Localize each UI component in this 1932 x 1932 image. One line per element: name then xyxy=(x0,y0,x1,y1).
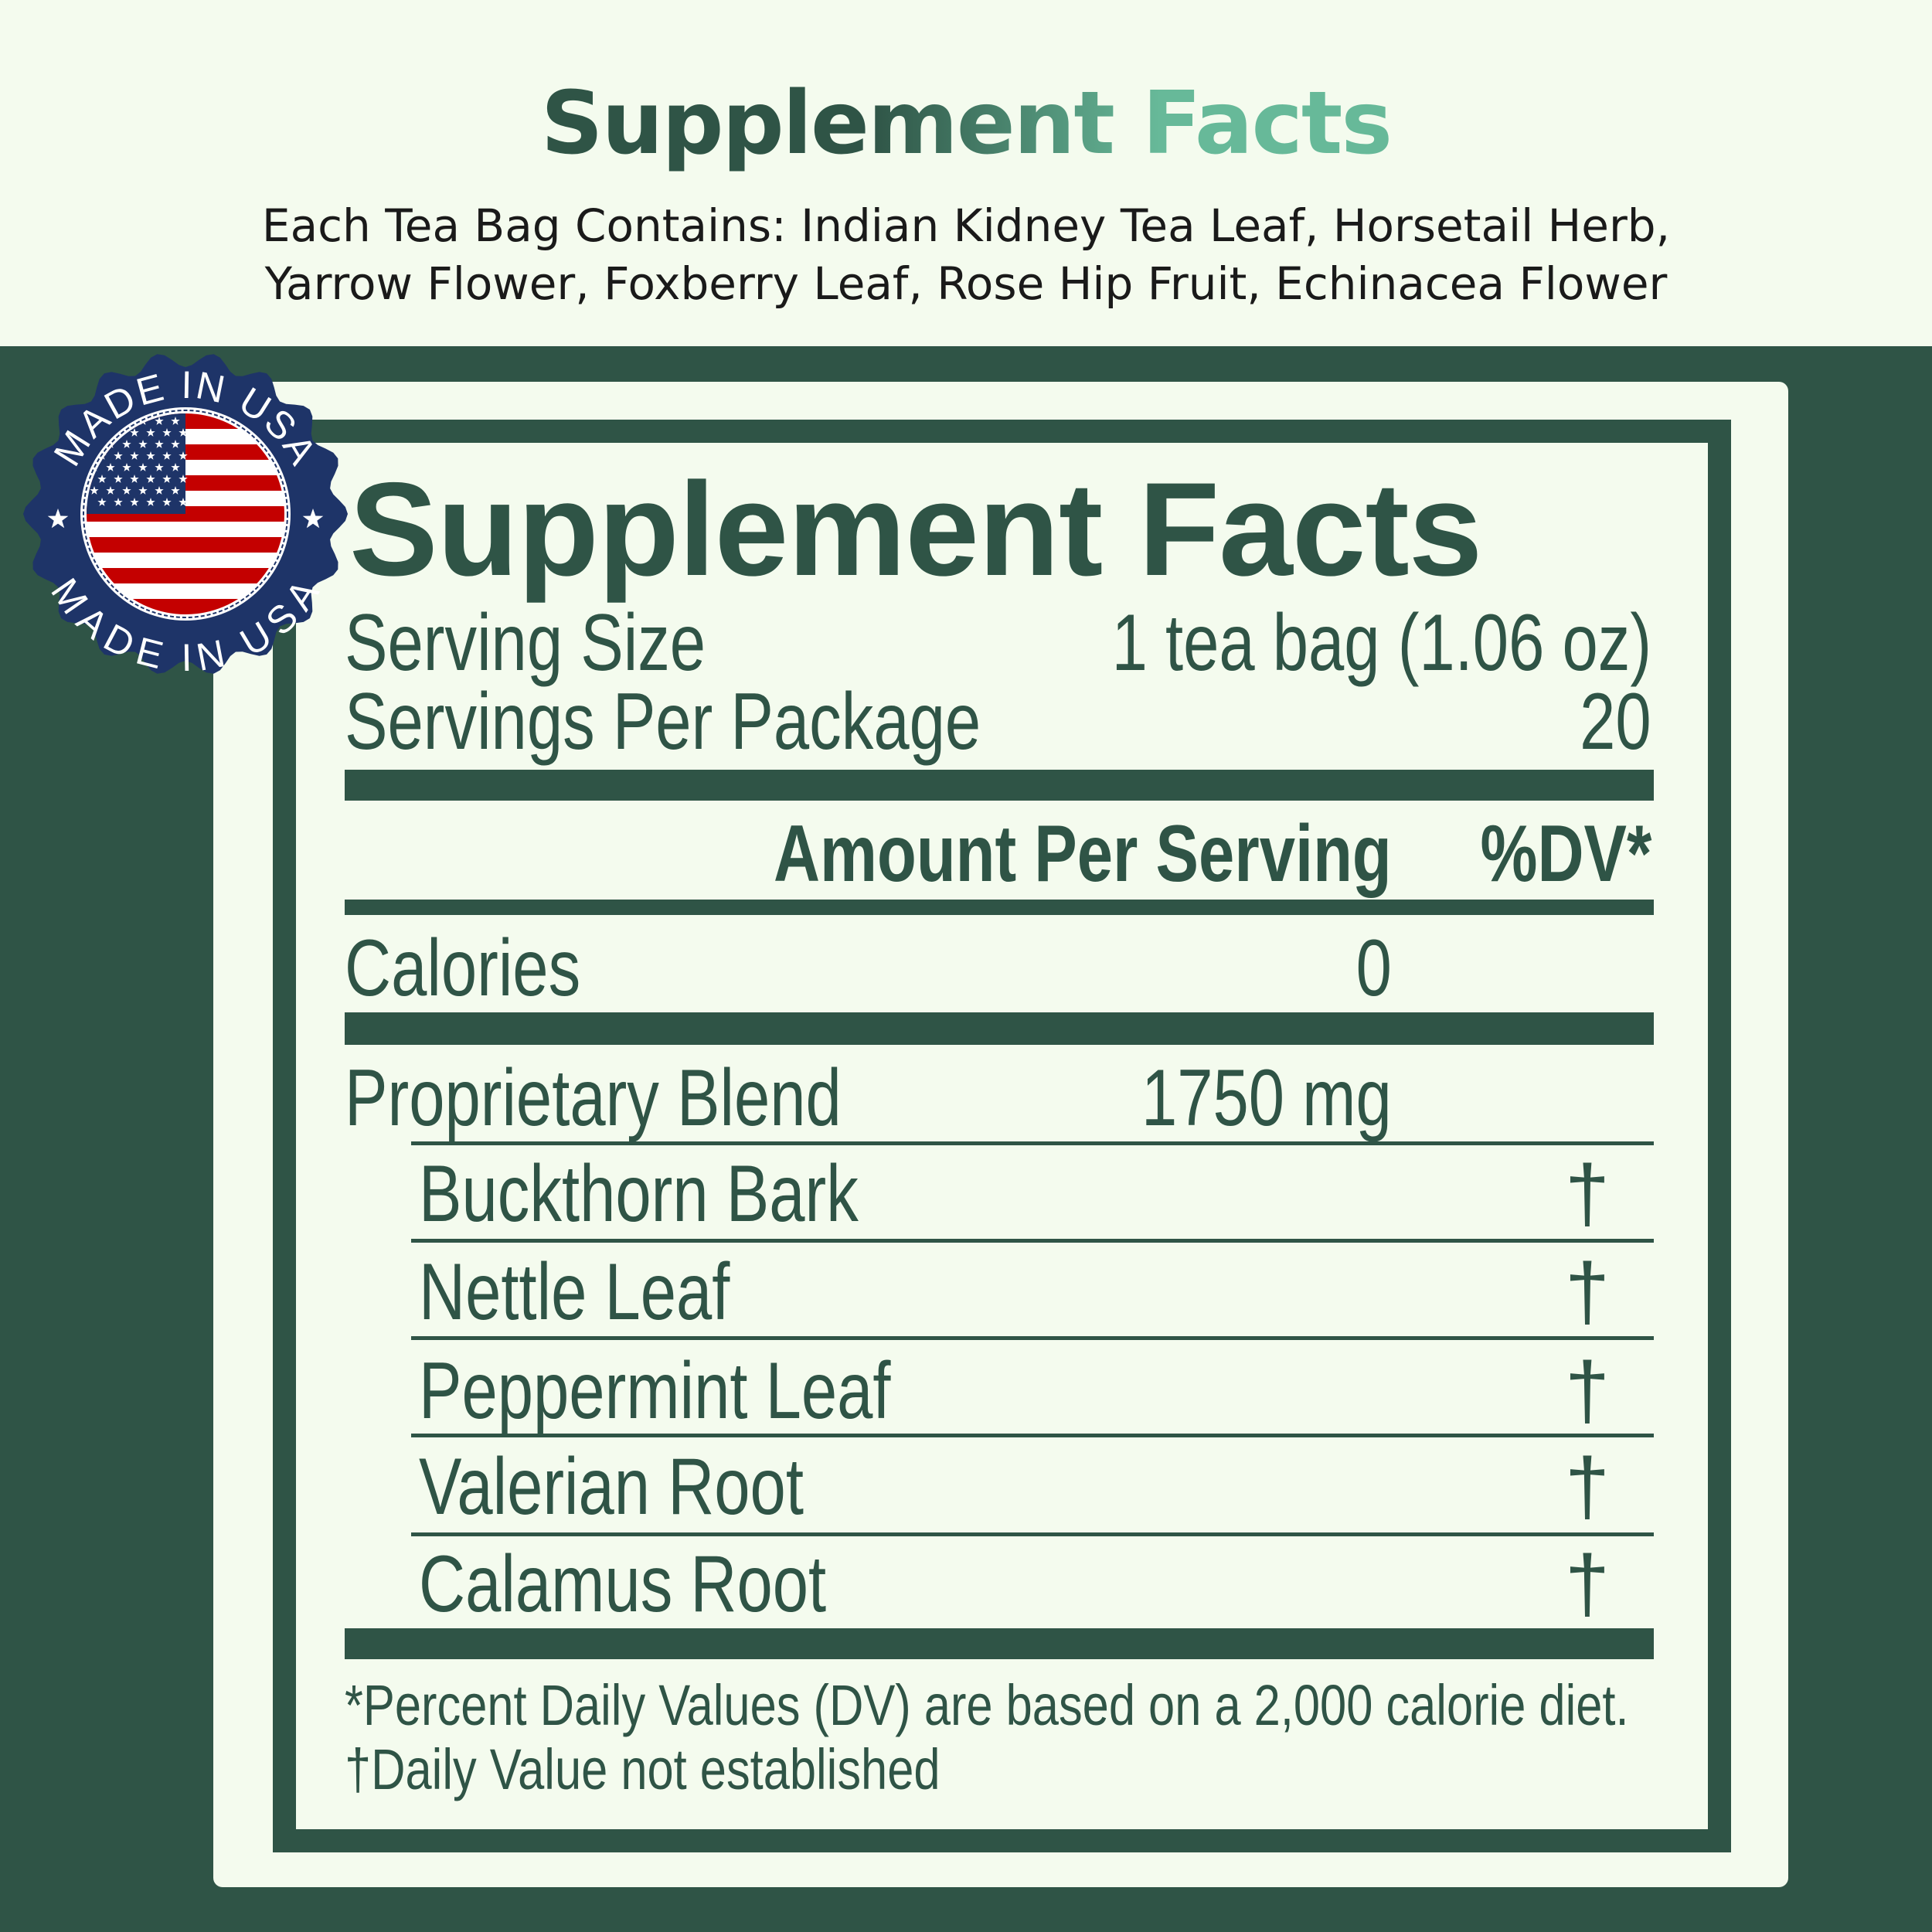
star-icon xyxy=(122,486,131,495)
star-icon xyxy=(162,498,172,506)
star-icon xyxy=(130,498,139,506)
label-title: Supplement Facts xyxy=(349,455,1482,604)
ingredient-dv: † xyxy=(1565,1247,1610,1337)
star-icon xyxy=(171,486,180,495)
star-icon xyxy=(179,451,188,460)
star-icon xyxy=(138,486,148,495)
ingredient-dv: † xyxy=(1565,1442,1610,1532)
dv-header: %DV* xyxy=(1480,809,1651,899)
ingredient-dv: † xyxy=(1565,1346,1610,1436)
star-icon xyxy=(106,486,115,495)
star-icon xyxy=(47,509,69,529)
star-icon xyxy=(171,417,180,425)
star-icon xyxy=(302,509,324,529)
star-icon xyxy=(114,451,123,460)
star-icon xyxy=(138,440,148,448)
star-icon xyxy=(146,474,155,483)
star-icon xyxy=(106,463,115,471)
star-icon xyxy=(114,474,123,483)
star-icon xyxy=(162,451,172,460)
star-icon xyxy=(155,463,164,471)
star-icon xyxy=(90,486,99,495)
star-icon xyxy=(155,417,164,425)
star-icon xyxy=(130,428,139,437)
star-icon xyxy=(179,498,188,506)
ingredient-dv: † xyxy=(1565,1539,1610,1629)
thick-divider xyxy=(345,1012,1654,1045)
star-icon xyxy=(122,463,131,471)
star-icon xyxy=(179,428,188,437)
footnote-dagger: †Daily Value not established xyxy=(345,1737,940,1801)
proprietary-blend-value: 1750 mg xyxy=(1141,1053,1392,1143)
star-icon xyxy=(122,440,131,448)
thin-divider xyxy=(411,1434,1654,1437)
star-icon xyxy=(146,498,155,506)
thin-divider xyxy=(411,1532,1654,1536)
star-icon xyxy=(179,474,188,483)
ingredient-name: Nettle Leaf xyxy=(419,1247,730,1337)
usa-flag-icon xyxy=(87,413,284,614)
ingredient-name: Valerian Root xyxy=(419,1442,804,1532)
label-frame xyxy=(273,420,1731,1852)
thick-divider xyxy=(345,770,1654,801)
thin-divider xyxy=(411,1239,1654,1243)
made-in-usa-badge: MADE IN USA MADE IN USA xyxy=(23,354,348,676)
ingredients-subtitle-line2: Yarrow Flower, Foxberry Leaf, Rose Hip F… xyxy=(264,257,1668,310)
star-icon xyxy=(146,428,155,437)
ingredient-name: Calamus Root xyxy=(419,1539,827,1629)
ingredient-name: Peppermint Leaf xyxy=(419,1346,891,1436)
star-icon xyxy=(162,428,172,437)
star-icon xyxy=(97,498,107,506)
star-icon xyxy=(130,474,139,483)
calories-value: 0 xyxy=(1355,923,1392,1013)
serving-size-value: 1 tea bag (1.06 oz) xyxy=(1111,598,1651,688)
star-icon xyxy=(155,440,164,448)
star-icon xyxy=(146,451,155,460)
header-banner xyxy=(0,0,1932,346)
star-icon xyxy=(114,498,123,506)
star-icon xyxy=(155,486,164,495)
footnote-daily-values: *Percent Daily Values (DV) are based on … xyxy=(345,1673,1629,1737)
servings-per-package-label: Servings Per Package xyxy=(345,677,981,767)
serving-size-label: Serving Size xyxy=(345,598,706,688)
thin-divider xyxy=(411,1141,1654,1145)
calories-label: Calories xyxy=(345,923,581,1013)
thick-divider xyxy=(345,1628,1654,1659)
servings-per-package-value: 20 xyxy=(1580,677,1651,767)
star-icon xyxy=(138,463,148,471)
star-icon xyxy=(130,451,139,460)
star-icon xyxy=(171,440,180,448)
medium-divider xyxy=(345,900,1654,915)
page-title: Supplement Facts xyxy=(0,73,1932,174)
ingredient-name: Buckthorn Bark xyxy=(419,1149,859,1239)
star-icon xyxy=(171,463,180,471)
ingredient-dv: † xyxy=(1565,1149,1610,1239)
star-icon xyxy=(162,474,172,483)
thin-divider xyxy=(411,1336,1654,1340)
star-icon xyxy=(97,474,107,483)
ingredients-subtitle-line1: Each Tea Bag Contains: Indian Kidney Tea… xyxy=(261,199,1671,252)
proprietary-blend-label: Proprietary Blend xyxy=(345,1053,842,1143)
amount-per-serving-header: Amount Per Serving xyxy=(774,809,1392,899)
